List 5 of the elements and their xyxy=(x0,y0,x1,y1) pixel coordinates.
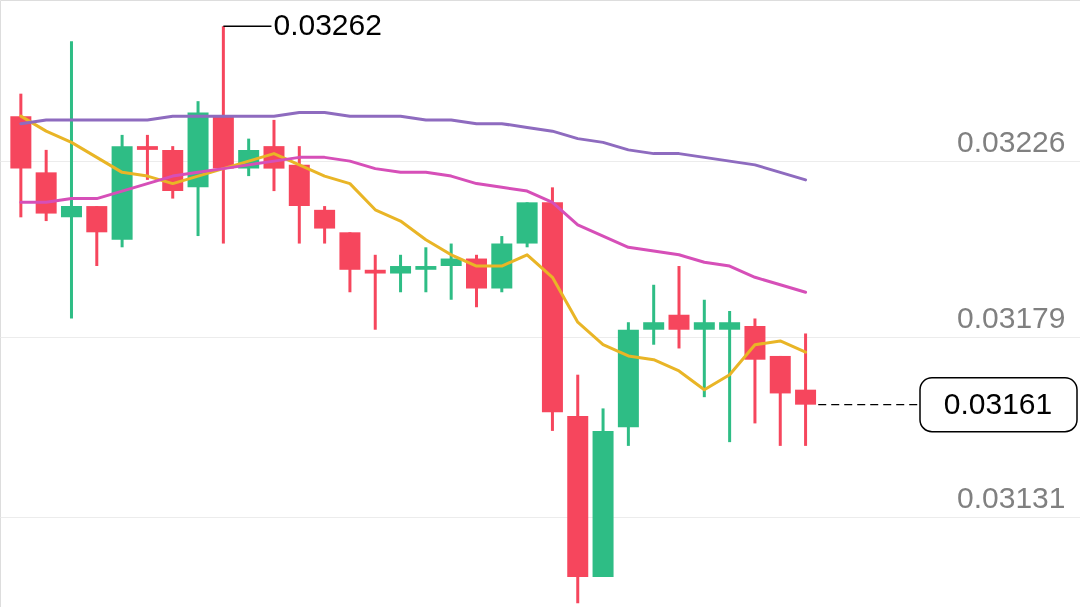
ref-line-label: 0.03161 xyxy=(943,386,1053,420)
y-tick-label: 0.03131 xyxy=(957,480,1066,514)
y-tick-label: 0.03179 xyxy=(957,300,1066,334)
annotation: 0.03262 xyxy=(273,8,382,42)
y-tick-label: 0.03226 xyxy=(957,124,1066,158)
